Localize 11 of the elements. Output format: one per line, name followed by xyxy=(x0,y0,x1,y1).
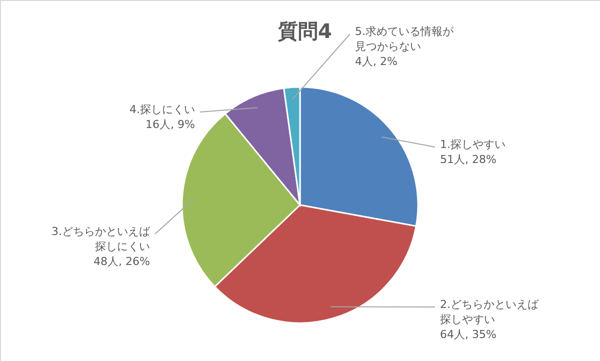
slice-label: 5.求めている情報が見つからない xyxy=(355,25,454,53)
data-label: 51人, 28% xyxy=(440,153,496,166)
slice-label: 2.どちらかといえば探しやすい xyxy=(440,298,540,326)
data-label: 48人, 26% xyxy=(94,255,150,268)
slice-label: 3.どちらかといえば探しにくい xyxy=(52,225,151,253)
data-label: 16人, 9% xyxy=(146,118,195,131)
data-label: 4人, 2% xyxy=(355,55,398,68)
data-label: 64人, 35% xyxy=(440,328,496,341)
chart-title: 質問4 xyxy=(277,19,332,43)
slice-label: 4.探しにくい xyxy=(130,103,195,116)
slice-label: 1.探しやすい xyxy=(440,138,506,151)
